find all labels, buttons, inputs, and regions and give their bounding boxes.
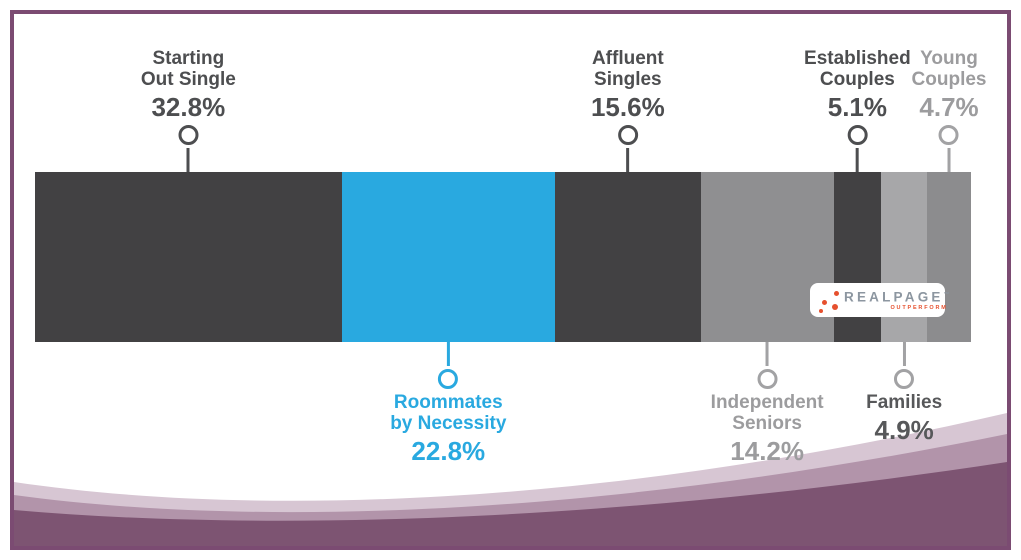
segment-label: Starting Out Single bbox=[141, 48, 236, 90]
callout-young-couples: Young Couples 4.7% bbox=[912, 48, 987, 172]
segment-label: Independent Seniors bbox=[711, 392, 824, 434]
segment-label: Young Couples bbox=[912, 48, 987, 90]
segment-label-line: Established bbox=[804, 48, 911, 69]
callout-roommates-by-necessity: Roommates by Necessity 22.8% bbox=[390, 342, 506, 466]
callout-starting-out-single: Starting Out Single 32.8% bbox=[141, 48, 236, 172]
segment-value: 14.2% bbox=[730, 436, 805, 466]
realpage-logo-text-block: REALPAGE™ OUTPERFORM bbox=[844, 288, 950, 312]
segment-label-line: Roommates bbox=[393, 392, 503, 413]
segment-label-line: Young bbox=[920, 48, 978, 69]
wave-dark-band bbox=[14, 462, 1007, 546]
callout-stem bbox=[902, 342, 906, 366]
callout-stem bbox=[626, 148, 630, 172]
callout-circle-marker bbox=[617, 125, 638, 145]
realpage-dots-icon bbox=[816, 287, 842, 313]
segment-label: Affluent Singles bbox=[592, 48, 664, 90]
logo-dot bbox=[834, 291, 839, 296]
callout-stem bbox=[186, 148, 190, 172]
wave-light-band bbox=[14, 413, 1007, 546]
callout-circle-marker bbox=[847, 125, 868, 145]
realpage-wordmark: REALPAGE™ bbox=[844, 289, 950, 305]
bar-segment-roommates-by-necessity bbox=[341, 172, 555, 342]
logo-dot bbox=[819, 309, 823, 313]
wave-medium-band bbox=[14, 434, 1007, 546]
segment-value: 32.8% bbox=[151, 92, 226, 122]
segment-label-line: Out Single bbox=[140, 69, 236, 90]
callout-established-couples: Established Couples 5.1% bbox=[804, 48, 911, 172]
callout-circle-marker bbox=[939, 125, 960, 145]
callout-independent-seniors: Independent Seniors 14.2% bbox=[711, 342, 824, 466]
segment-label-line: Seniors bbox=[732, 413, 802, 434]
segment-value: 22.8% bbox=[411, 436, 486, 466]
callout-circle-marker bbox=[894, 369, 915, 389]
segment-label: Families bbox=[866, 392, 942, 413]
segment-label: Established Couples bbox=[804, 48, 911, 90]
frame-border: REALPAGE™ OUTPERFORM Starting Out Single 3… bbox=[10, 10, 1011, 550]
callout-circle-marker bbox=[438, 369, 459, 389]
callout-stem bbox=[765, 342, 769, 366]
callout-stem bbox=[446, 342, 450, 366]
realpage-tagline: OUTPERFORM bbox=[890, 304, 948, 311]
trademark-symbol: ™ bbox=[943, 292, 950, 299]
callout-circle-marker bbox=[757, 369, 778, 389]
callout-families: Families 4.9% bbox=[866, 342, 942, 445]
logo-dot bbox=[822, 300, 827, 305]
callout-stem bbox=[855, 148, 859, 172]
bar-segment-independent-seniors bbox=[700, 172, 834, 342]
bar-segment-starting-out-single bbox=[35, 172, 342, 342]
logo-dot bbox=[832, 304, 838, 310]
bar-segment-affluent-singles bbox=[554, 172, 701, 342]
segment-label-line: Couples bbox=[819, 69, 895, 90]
segment-label-line: Couples bbox=[911, 69, 987, 90]
segment-value: 4.9% bbox=[874, 415, 934, 445]
segment-value: 15.6% bbox=[590, 92, 665, 122]
segment-label-line: Independent bbox=[710, 392, 824, 413]
segment-label-line: Affluent bbox=[591, 48, 664, 69]
segment-label-line: by Necessity bbox=[390, 413, 507, 434]
callout-circle-marker bbox=[178, 125, 199, 145]
callout-stem bbox=[947, 148, 951, 172]
segment-label-line: Families bbox=[866, 392, 943, 413]
segment-label-line: Singles bbox=[594, 69, 662, 90]
segment-label-line: Starting bbox=[152, 48, 225, 69]
realpage-logo: REALPAGE™ OUTPERFORM bbox=[810, 283, 950, 317]
callout-affluent-singles: Affluent Singles 15.6% bbox=[591, 48, 665, 172]
segment-value: 4.7% bbox=[919, 92, 979, 122]
segment-value: 5.1% bbox=[827, 92, 887, 122]
segment-label: Roommates by Necessity bbox=[390, 392, 506, 434]
